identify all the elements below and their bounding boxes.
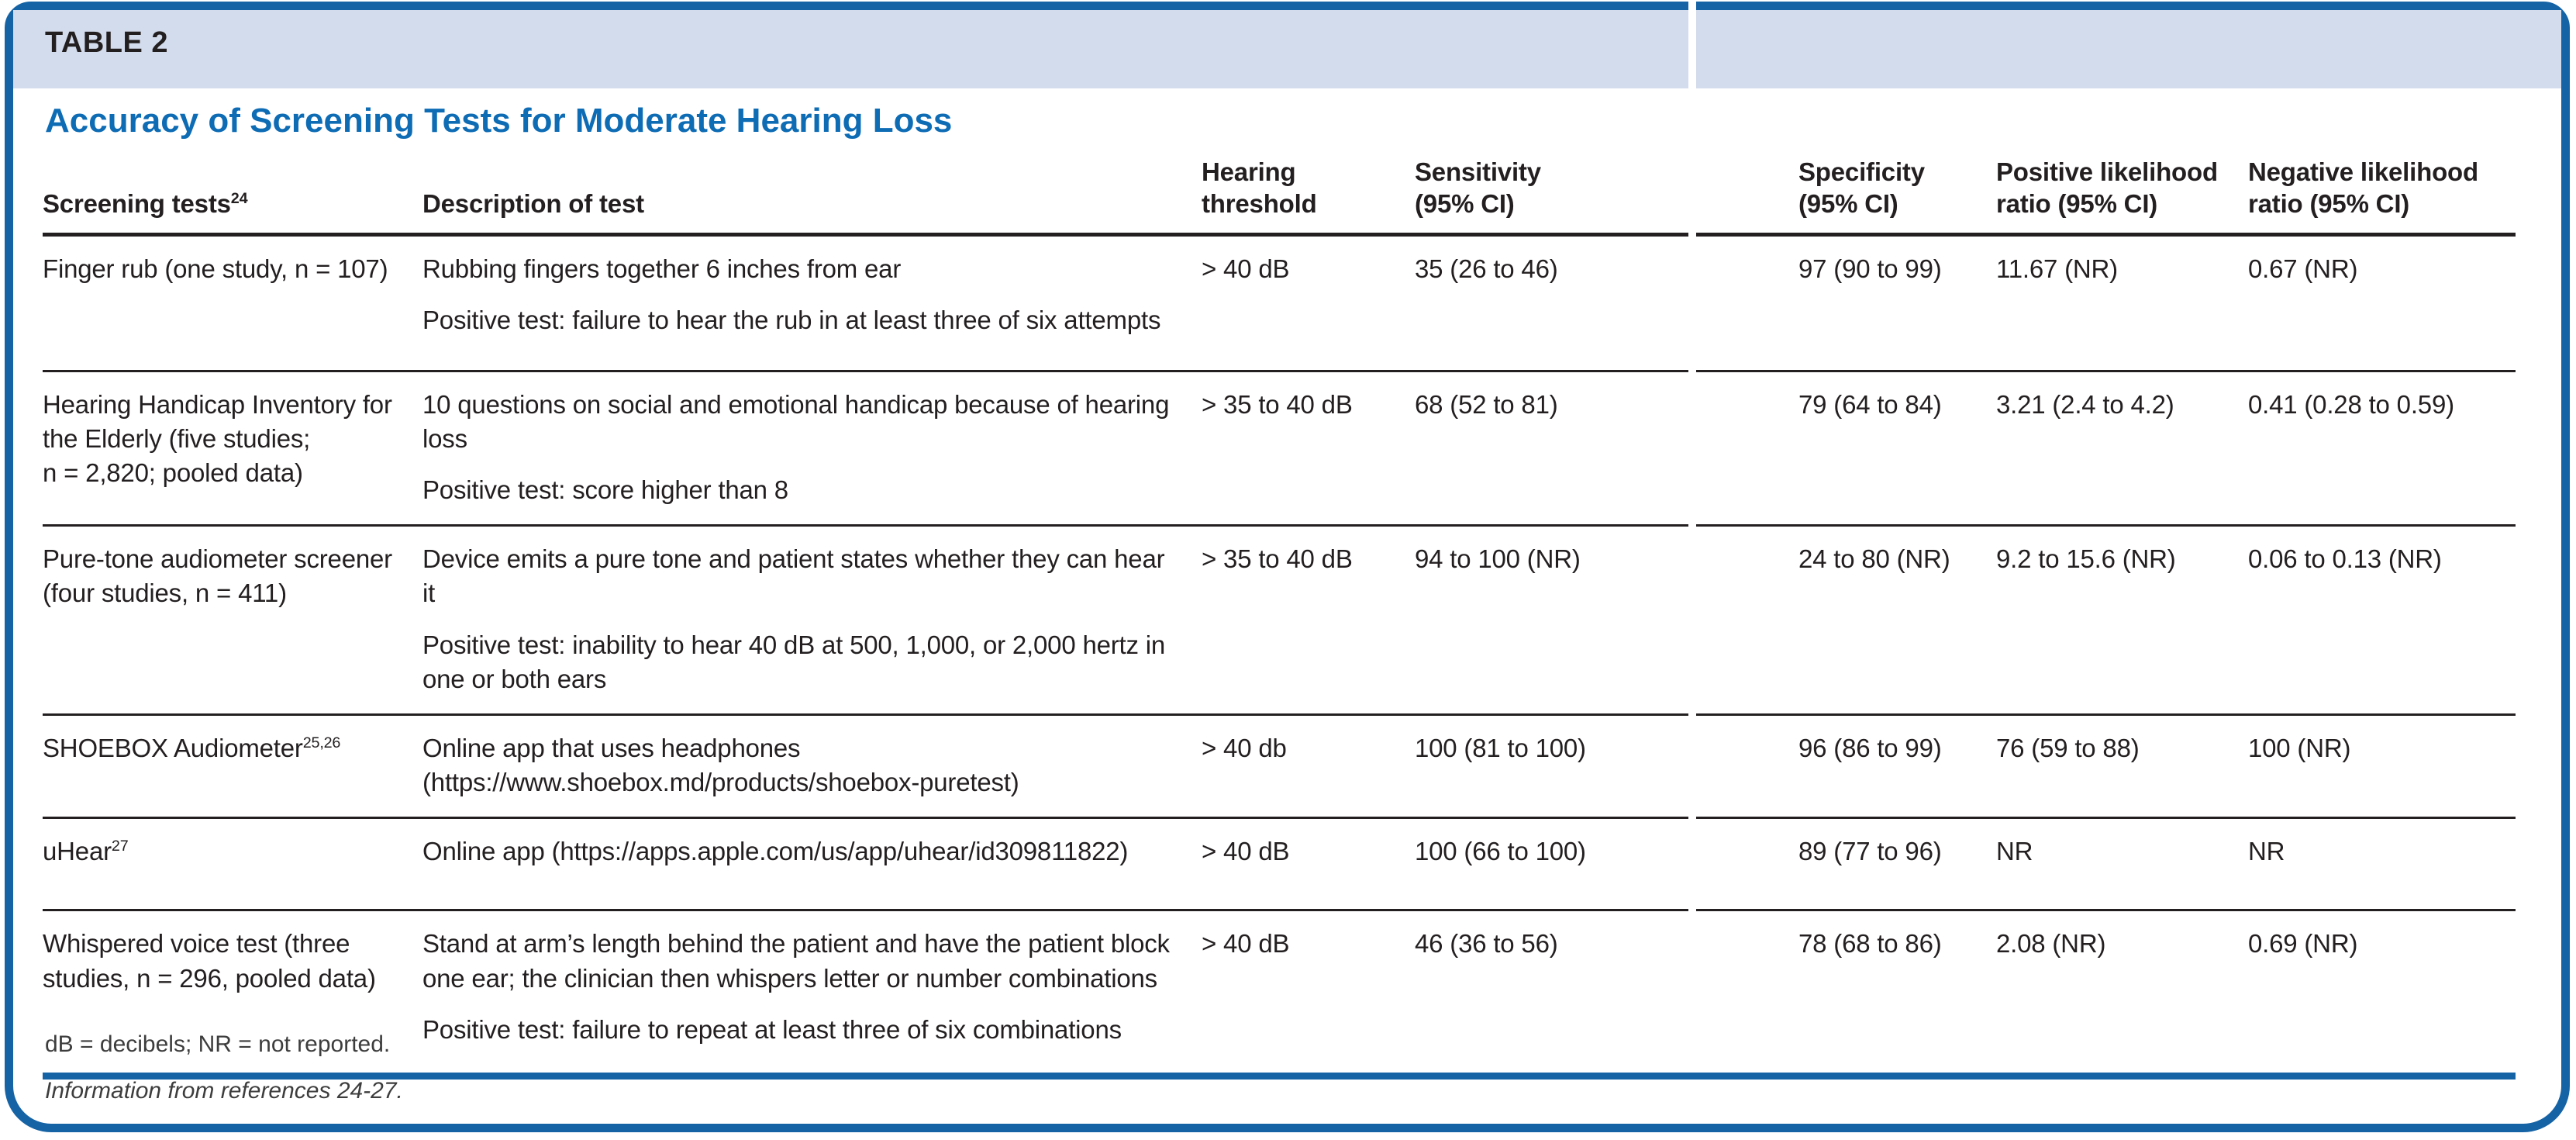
col-header-specificity: Specificity (95% CI) <box>1798 149 1996 237</box>
cell-positive-lr: 2.08 (NR) <box>1996 910 2248 1080</box>
table-row-shoebox-audiometer: SHOEBOX Audiometer25,26 Online app that … <box>43 714 2516 820</box>
cell-positive-lr: 11.67 (NR) <box>1996 234 2248 372</box>
screening-test-name: SHOEBOX Audiometer <box>43 734 303 763</box>
screening-test-name: Pure-tone audiometer screener (four stud… <box>43 544 392 608</box>
cell-specificity: 79 (64 to 84) <box>1798 371 1996 527</box>
cell-specificity: 78 (68 to 86) <box>1798 910 1996 1080</box>
reference-superscript: 27 <box>111 838 129 855</box>
table-row-finger-rub: Finger rub (one study, n = 107) Rubbing … <box>43 234 2516 372</box>
reference-superscript: 25,26 <box>302 734 341 752</box>
cell-negative-lr: 0.67 (NR) <box>2248 234 2516 372</box>
description-text: Stand at arm’s length behind the patient… <box>422 929 1170 993</box>
cell-description: Device emits a pure tone and patient sta… <box>422 525 1202 717</box>
description-text: Online app (https://apps.apple.com/us/ap… <box>422 837 1129 866</box>
description-text: Device emits a pure tone and patient sta… <box>422 544 1165 608</box>
cell-screening-test: uHear27 <box>43 817 422 912</box>
col-header-screening-tests: Screening tests24 <box>43 149 422 237</box>
table-row-hearing-handicap-inventory: Hearing Handicap Inventory for the Elder… <box>43 371 2516 527</box>
cell-description: Rubbing fingers together 6 inches from e… <box>422 234 1202 372</box>
cell-negative-lr: 0.69 (NR) <box>2248 910 2516 1080</box>
page-column-divider <box>1688 0 1696 1010</box>
cell-sensitivity: 35 (26 to 46) <box>1415 234 1798 372</box>
cell-negative-lr: 100 (NR) <box>2248 714 2516 820</box>
cell-specificity: 24 to 80 (NR) <box>1798 525 1996 717</box>
col-header-hearing-threshold: Hearing threshold <box>1202 149 1415 237</box>
cell-hearing-threshold: > 40 dB <box>1202 817 1415 912</box>
col-header-line1: Sensitivity <box>1415 157 1541 186</box>
cell-screening-test: SHOEBOX Audiometer25,26 <box>43 714 422 820</box>
description-text: 10 questions on social and emotional han… <box>422 389 1170 453</box>
description-text: Rubbing fingers together 6 inches from e… <box>422 254 902 283</box>
cell-positive-lr: 9.2 to 15.6 (NR) <box>1996 525 2248 717</box>
header-row: Screening tests24 Description of test He… <box>43 149 2516 237</box>
table-title: Accuracy of Screening Tests for Moderate… <box>45 102 953 140</box>
cell-screening-test: Pure-tone audiometer screener (four stud… <box>43 525 422 717</box>
cell-positive-lr: NR <box>1996 817 2248 912</box>
abbreviations-footnote: dB = decibels; NR = not reported. <box>45 1031 391 1057</box>
col-header-line2: ratio (95% CI) <box>2248 189 2410 219</box>
col-header-line2: ratio (95% CI) <box>1996 189 2158 219</box>
cell-negative-lr: 0.06 to 0.13 (NR) <box>2248 525 2516 717</box>
cell-specificity: 97 (90 to 99) <box>1798 234 1996 372</box>
col-header-line2: (95% CI) <box>1798 189 1898 219</box>
table-row-uhear: uHear27 Online app (https://apps.apple.c… <box>43 817 2516 912</box>
col-header-line2: (95% CI) <box>1415 189 1515 219</box>
col-header-sensitivity: Sensitivity (95% CI) <box>1415 149 1798 237</box>
screening-tests-table: Screening tests24 Description of test He… <box>43 149 2516 1080</box>
screening-test-name: Whispered voice test (three studies, n =… <box>43 929 376 993</box>
cell-sensitivity: 100 (66 to 100) <box>1415 817 1798 912</box>
positive-test-text: Positive test: score higher than 8 <box>422 475 788 504</box>
positive-test-text: Positive test: failure to hear the rub i… <box>422 305 1161 334</box>
col-header-line1: Positive likelihood <box>1996 157 2218 186</box>
positive-test-text: Positive test: failure to repeat at leas… <box>422 1014 1122 1044</box>
table-row-whispered-voice-test: Whispered voice test (three studies, n =… <box>43 910 2516 1080</box>
cell-description: Online app that uses headphones (https:/… <box>422 714 1202 820</box>
cell-hearing-threshold: > 40 db <box>1202 714 1415 820</box>
col-header-line1: Negative likelihood <box>2248 157 2478 186</box>
positive-test-text: Positive test: inability to hear 40 dB a… <box>422 630 1166 693</box>
cell-screening-test: Hearing Handicap Inventory for the Elder… <box>43 371 422 527</box>
cell-positive-lr: 3.21 (2.4 to 4.2) <box>1996 371 2248 527</box>
screening-test-name: Hearing Handicap Inventory for the Elder… <box>43 389 392 487</box>
col-header-line1: Specificity <box>1798 157 1925 186</box>
screening-test-name: uHear <box>43 837 112 866</box>
cell-description: 10 questions on social and emotional han… <box>422 371 1202 527</box>
col-header-label: Description of test <box>422 189 644 219</box>
source-footnote: Information from references 24-27. <box>45 1078 403 1104</box>
cell-hearing-threshold: > 35 to 40 dB <box>1202 525 1415 717</box>
table-header-band <box>13 10 2561 88</box>
description-text: Online app that uses headphones (https:/… <box>422 734 1019 797</box>
cell-sensitivity: 46 (36 to 56) <box>1415 910 1798 1080</box>
cell-screening-test: Finger rub (one study, n = 107) <box>43 234 422 372</box>
cell-description: Stand at arm’s length behind the patient… <box>422 910 1202 1080</box>
col-header-label: Screening tests <box>43 189 231 219</box>
cell-specificity: 89 (77 to 96) <box>1798 817 1996 912</box>
cell-hearing-threshold: > 35 to 40 dB <box>1202 371 1415 527</box>
col-header-description: Description of test <box>422 149 1202 237</box>
cell-sensitivity: 100 (81 to 100) <box>1415 714 1798 820</box>
col-header-line1: Hearing <box>1202 157 1296 186</box>
screening-test-name: Finger rub (one study, n = 107) <box>43 254 388 283</box>
cell-screening-test: Whispered voice test (three studies, n =… <box>43 910 422 1080</box>
cell-negative-lr: 0.41 (0.28 to 0.59) <box>2248 371 2516 527</box>
col-header-line2: threshold <box>1202 189 1317 219</box>
cell-positive-lr: 76 (59 to 88) <box>1996 714 2248 820</box>
col-header-negative-lr: Negative likelihood ratio (95% CI) <box>2248 149 2516 237</box>
table-row-pure-tone-audiometer: Pure-tone audiometer screener (four stud… <box>43 525 2516 717</box>
cell-hearing-threshold: > 40 dB <box>1202 234 1415 372</box>
cell-hearing-threshold: > 40 dB <box>1202 910 1415 1080</box>
cell-sensitivity: 68 (52 to 81) <box>1415 371 1798 527</box>
reference-superscript: 24 <box>230 190 248 208</box>
cell-description: Online app (https://apps.apple.com/us/ap… <box>422 817 1202 912</box>
cell-negative-lr: NR <box>2248 817 2516 912</box>
table-number-label: TABLE 2 <box>45 26 169 59</box>
table-frame <box>5 2 2570 1132</box>
cell-specificity: 96 (86 to 99) <box>1798 714 1996 820</box>
col-header-positive-lr: Positive likelihood ratio (95% CI) <box>1996 149 2248 237</box>
cell-sensitivity: 94 to 100 (NR) <box>1415 525 1798 717</box>
